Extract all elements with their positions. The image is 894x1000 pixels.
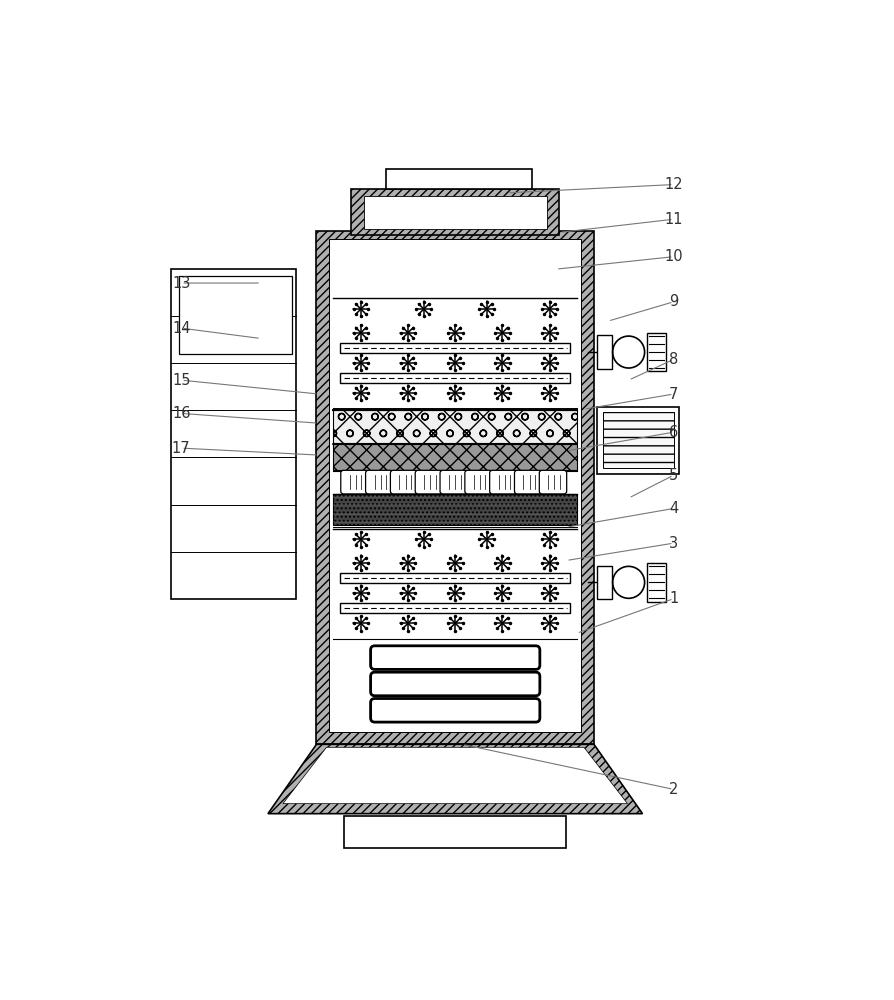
FancyBboxPatch shape (370, 672, 539, 696)
FancyBboxPatch shape (370, 699, 539, 722)
Text: 7: 7 (669, 387, 678, 402)
Text: 6: 6 (669, 425, 678, 440)
Bar (340, 573, 569, 583)
Bar (603, 412, 673, 468)
Text: 3: 3 (669, 536, 678, 551)
Bar (179, 276, 291, 354)
Text: 9: 9 (669, 294, 678, 309)
Text: 4: 4 (669, 501, 678, 516)
Bar (333, 410, 577, 443)
Bar (596, 566, 611, 599)
Text: 15: 15 (172, 373, 190, 388)
Bar (344, 816, 566, 848)
Bar (597, 407, 679, 474)
Bar (596, 335, 611, 369)
Bar (329, 239, 581, 732)
Text: 16: 16 (172, 406, 190, 421)
Bar (333, 494, 577, 525)
Bar (340, 343, 569, 353)
Polygon shape (283, 747, 627, 804)
Text: 8: 8 (669, 352, 678, 367)
FancyBboxPatch shape (415, 470, 443, 494)
Bar (340, 373, 569, 383)
Text: 1: 1 (669, 591, 678, 606)
Bar (385, 169, 531, 189)
Bar (316, 231, 594, 744)
FancyBboxPatch shape (341, 470, 367, 494)
Bar (363, 196, 546, 229)
FancyBboxPatch shape (489, 470, 517, 494)
FancyBboxPatch shape (539, 470, 566, 494)
Bar (340, 603, 569, 613)
Polygon shape (267, 744, 642, 814)
FancyBboxPatch shape (390, 470, 417, 494)
Bar (333, 444, 577, 470)
FancyBboxPatch shape (514, 470, 541, 494)
Text: 2: 2 (669, 782, 678, 797)
Text: 17: 17 (172, 441, 190, 456)
Bar (350, 189, 559, 235)
Text: 14: 14 (172, 321, 190, 336)
Bar (646, 563, 665, 602)
FancyBboxPatch shape (464, 470, 492, 494)
Text: 11: 11 (663, 212, 682, 227)
Text: 12: 12 (663, 177, 682, 192)
FancyBboxPatch shape (365, 470, 392, 494)
Text: 5: 5 (669, 468, 678, 483)
Text: 13: 13 (172, 276, 190, 291)
Bar (646, 333, 665, 371)
FancyBboxPatch shape (440, 470, 467, 494)
FancyBboxPatch shape (370, 646, 539, 669)
Bar (171, 269, 295, 599)
Text: 10: 10 (663, 249, 682, 264)
